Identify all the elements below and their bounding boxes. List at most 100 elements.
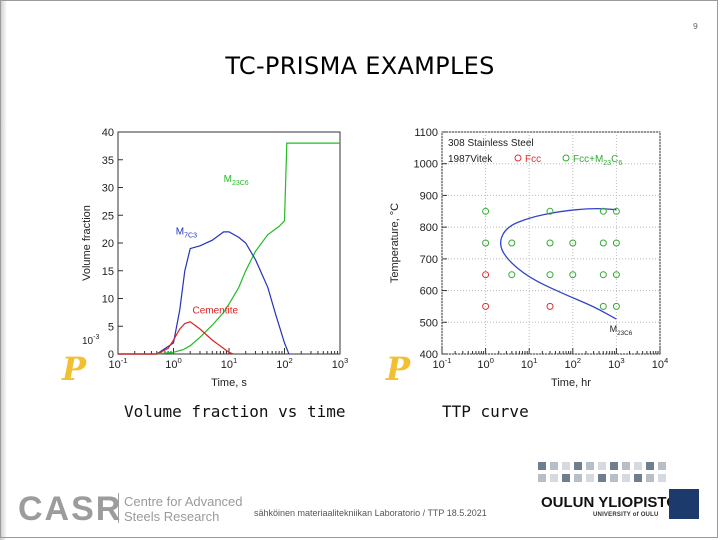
ttp-chart: 400 500 600 700 800 900 1000 1100 10-1 100 101 102 1… bbox=[389, 127, 669, 389]
dot-square bbox=[538, 462, 546, 470]
x-tick-label: 100 bbox=[477, 356, 494, 371]
caption-volume-fraction: Volume fraction vs time bbox=[124, 402, 346, 421]
dot-square bbox=[586, 474, 594, 482]
y-tick-label: 25 bbox=[102, 210, 114, 222]
point-fcc-m23c6 bbox=[569, 239, 577, 247]
p-logo-mark-right: P bbox=[386, 350, 411, 388]
y-tick-label: 1000 bbox=[414, 159, 438, 171]
dot-square bbox=[538, 474, 546, 482]
x-axis-label: Time, hr bbox=[551, 377, 591, 389]
x-tick-label: 10-1 bbox=[432, 356, 451, 371]
dot-square bbox=[574, 474, 582, 482]
dot-square bbox=[562, 462, 570, 470]
dot-square bbox=[610, 474, 618, 482]
y-tick-label: 40 bbox=[102, 127, 114, 139]
y-tick-label: 35 bbox=[102, 155, 114, 167]
dot-square bbox=[646, 462, 654, 470]
legend-title: 308 Stainless Steel bbox=[448, 138, 534, 149]
dot-square bbox=[574, 462, 582, 470]
y-tick-label: 5 bbox=[108, 321, 114, 333]
y-multiplier-label: 10-3 bbox=[82, 334, 99, 347]
y-axis-label: Volume fraction bbox=[81, 205, 93, 281]
plot-frame bbox=[117, 131, 341, 355]
series-line-m7c3 bbox=[118, 231, 290, 355]
series-line-cementite bbox=[118, 321, 234, 355]
plot-frame bbox=[441, 131, 661, 355]
point-fcc-m23c6 bbox=[546, 207, 554, 215]
dot-square bbox=[550, 462, 558, 470]
dot-square bbox=[550, 474, 558, 482]
x-tick-label: 101 bbox=[221, 356, 238, 371]
casr-name-line2: Steels Research bbox=[124, 509, 220, 524]
x-tick-label: 102 bbox=[565, 356, 582, 371]
slide-title: TC-PRISMA EXAMPLES bbox=[225, 52, 495, 80]
dot-square bbox=[610, 462, 618, 470]
annotation-cementite: Cementite bbox=[193, 305, 239, 316]
dot-square bbox=[562, 474, 570, 482]
y-tick-label: 20 bbox=[102, 238, 114, 250]
x-tick-label: 101 bbox=[521, 356, 538, 371]
y-tick-label: 800 bbox=[420, 222, 438, 234]
point-fcc-m23c6 bbox=[612, 239, 620, 247]
x-tick-label: 103 bbox=[332, 356, 349, 371]
point-fcc-m23c6 bbox=[599, 302, 607, 310]
dot-square bbox=[646, 474, 654, 482]
annotation-m23c6: M23C6 bbox=[224, 174, 249, 187]
y-tick-label: 600 bbox=[420, 286, 438, 298]
decorative-dot-grid bbox=[538, 462, 666, 482]
university-subtitle: UNIVERSITY of OULU bbox=[593, 512, 659, 518]
curve-label-m23c6: M23C6 bbox=[610, 324, 633, 337]
point-fcc bbox=[546, 302, 554, 310]
slide-left-shadow bbox=[0, 0, 7, 540]
dot-square bbox=[658, 474, 666, 482]
legend-fcc-m23c6-marker bbox=[562, 154, 570, 162]
legend-fcc-m23c6: Fcc+M23C6 bbox=[573, 154, 622, 167]
legend-fcc: Fcc bbox=[525, 154, 541, 165]
volume-fraction-chart: 0 5 10 15 20 25 30 35 40 10-1 100 101 102 103 10-3 Time… bbox=[81, 127, 349, 389]
point-fcc-m23c6 bbox=[546, 239, 554, 247]
dot-square bbox=[658, 462, 666, 470]
y-tick-label: 700 bbox=[420, 254, 438, 266]
dot-square bbox=[598, 462, 606, 470]
ttp-c-curve bbox=[500, 207, 617, 320]
point-fcc-m23c6 bbox=[482, 239, 490, 247]
legend-fcc-marker bbox=[514, 154, 522, 162]
y-tick-label: 15 bbox=[102, 266, 114, 278]
caption-ttp: TTP curve bbox=[442, 402, 529, 421]
y-tick-label: 400 bbox=[420, 349, 438, 361]
dot-square bbox=[598, 474, 606, 482]
university-name: OULUN YLIOPISTO bbox=[541, 494, 678, 511]
x-axis-label: Time, s bbox=[211, 377, 247, 389]
x-tick-label: 104 bbox=[652, 356, 669, 371]
y-tick-label: 1100 bbox=[414, 127, 438, 139]
point-fcc-m23c6 bbox=[599, 271, 607, 279]
x-tick-label: 100 bbox=[165, 356, 182, 371]
university-logo-block bbox=[669, 489, 699, 519]
y-tick-label: 900 bbox=[420, 190, 438, 202]
page-number: 9 bbox=[692, 22, 698, 31]
dot-square bbox=[622, 474, 630, 482]
point-fcc-m23c6 bbox=[612, 271, 620, 279]
y-tick-label: 500 bbox=[420, 317, 438, 329]
point-fcc bbox=[482, 271, 490, 279]
y-tick-label: 0 bbox=[108, 349, 114, 361]
point-fcc-m23c6 bbox=[508, 239, 516, 247]
y-tick-label: 10 bbox=[102, 294, 114, 306]
point-fcc-m23c6 bbox=[482, 207, 490, 215]
dot-square bbox=[634, 462, 642, 470]
y-tick-label: 30 bbox=[102, 183, 114, 195]
footer-meta: sähköinen materiaalitekniikan Laboratori… bbox=[254, 508, 487, 518]
legend-source: 1987Vitek bbox=[448, 154, 493, 165]
logo-divider bbox=[118, 493, 119, 523]
dot-square bbox=[634, 474, 642, 482]
casr-full-name: Centre for Advanced Steels Research bbox=[124, 494, 243, 524]
point-fcc-m23c6 bbox=[612, 302, 620, 310]
dot-square bbox=[622, 462, 630, 470]
point-fcc-m23c6 bbox=[599, 239, 607, 247]
point-fcc-m23c6 bbox=[612, 207, 620, 215]
casr-logo: CASR bbox=[18, 490, 123, 528]
dot-square bbox=[586, 462, 594, 470]
point-fcc-m23c6 bbox=[599, 207, 607, 215]
point-fcc-m23c6 bbox=[569, 271, 577, 279]
series-line-m23c6 bbox=[118, 142, 340, 355]
